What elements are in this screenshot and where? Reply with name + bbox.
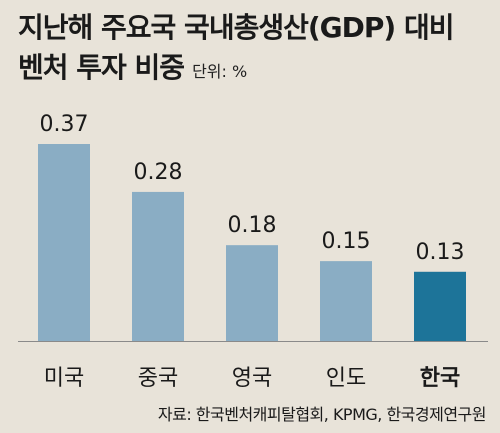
chart-title: 지난해 주요국 국내총생산(GDP) 대비 벤처 투자 비중 단위: %: [18, 8, 454, 92]
x-axis-baseline: [18, 341, 488, 342]
bar-value-label-5: 0.13: [416, 240, 465, 265]
bar-value-label-1: 0.37: [40, 112, 89, 137]
category-label-4: 인도: [326, 366, 366, 391]
source-note: 자료: 한국벤처캐피탈협회, KPMG, 한국경제연구원: [157, 405, 487, 424]
bar-value-label-4: 0.15: [322, 229, 371, 254]
chart-title-line-2: 벤처 투자 비중 단위: %: [18, 48, 453, 92]
category-label-1: 미국: [44, 366, 84, 391]
bar-1: [38, 144, 90, 341]
category-label-5: 한국: [420, 366, 460, 391]
bar-5: [414, 271, 466, 341]
bar-value-label-3: 0.18: [228, 213, 277, 238]
category-label-2: 중국: [138, 366, 178, 391]
bar-4: [320, 261, 372, 341]
bar-2: [132, 191, 184, 341]
bar-value-label-2: 0.28: [134, 160, 183, 185]
chart-title-line-2-text: 벤처 투자 비중: [18, 51, 185, 84]
category-label-3: 영국: [232, 366, 272, 391]
unit-label: 단위: %: [192, 62, 248, 81]
bar-3: [226, 245, 278, 341]
chart-title-line-1: 지난해 주요국 국내총생산(GDP) 대비: [18, 11, 454, 44]
